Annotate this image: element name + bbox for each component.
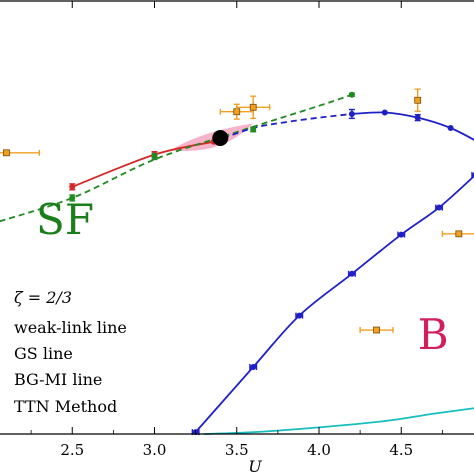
x-tick-label: 3.5 (225, 441, 249, 459)
legend-entry-bg-mi: BG-MI line (14, 370, 102, 389)
bg-mi-line-points-point (295, 312, 304, 319)
x-tick-label: 2.5 (60, 441, 84, 459)
bg-mi-upper-point (348, 108, 355, 120)
critical-point-marker (212, 130, 229, 146)
legend-annotation: ζ = 2/3 weak-link line GS line BG-MI lin… (14, 288, 127, 416)
region-label-b: B (418, 310, 449, 359)
x-tick-label: 3.0 (143, 441, 167, 459)
uncertainty-band (170, 123, 254, 151)
ttn-method-point (414, 88, 422, 113)
ttn-method-point (359, 326, 394, 334)
bg-mi-line-curve (213, 113, 353, 143)
legend-entry-ttn: TTN Method (14, 397, 117, 416)
bg-mi-line-points-point (435, 204, 444, 211)
bg-mi-upper-point (414, 113, 421, 122)
bg-mi-upper-point (447, 125, 454, 132)
ttn-method-point (441, 230, 474, 238)
bg-mi-line-points-point (249, 364, 258, 371)
region-label-sf: SF (36, 195, 94, 244)
gs-line-points-point (69, 194, 76, 202)
ttn-method-point (236, 95, 271, 120)
gs-line-points-point (250, 126, 257, 133)
weak-link-line-point (69, 183, 76, 191)
legend-entry-zeta: ζ = 2/3 (14, 288, 72, 307)
legend-entry-weak-link: weak-link line (14, 318, 127, 337)
gs-line-curve (0, 93, 353, 223)
ttn-method-point (0, 149, 41, 157)
x-tick-label: 4.0 (307, 441, 331, 459)
x-axis-label: U (248, 457, 262, 474)
legend-entry-gs-line: GS line (14, 344, 73, 363)
x-tick-label: 4.5 (389, 441, 413, 459)
bg-mi-upper-point (381, 109, 388, 116)
bg-mi-line-points-point (397, 231, 406, 238)
bg-mi-line-points-point (347, 270, 356, 277)
lower-line-curve (203, 407, 474, 435)
gs-line-points-point (151, 152, 158, 161)
gs-line-points-point (348, 91, 355, 98)
